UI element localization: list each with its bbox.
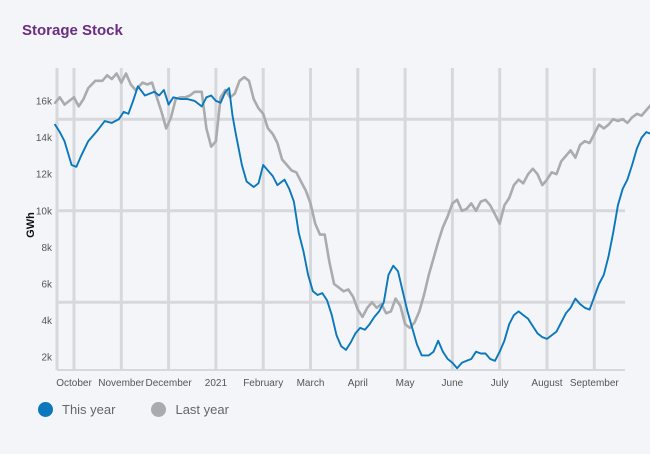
y-tick-label: 4k (41, 316, 53, 327)
legend: This year Last year (38, 402, 265, 417)
y-tick-label: 12k (36, 170, 53, 181)
y-axis-ticks: 2k 4k 6k 8k 10k 12k 14k 16k (36, 96, 53, 363)
series-lines (53, 72, 650, 370)
y-tick-label: 6k (41, 279, 53, 290)
x-tick-label: July (491, 378, 509, 389)
series-line-this-year (54, 85, 650, 370)
y-tick-label: 8k (41, 243, 53, 254)
x-tick-label: October (56, 378, 92, 389)
x-tick-label: June (442, 378, 464, 389)
x-tick-label: December (146, 378, 193, 389)
x-tick-label: September (570, 378, 620, 389)
y-axis-label: GWh (25, 212, 37, 238)
x-tick-label: 2021 (205, 378, 228, 389)
y-tick-label: 16k (36, 96, 53, 107)
legend-swatch-this-year (38, 402, 53, 417)
legend-label-this-year: This year (62, 402, 116, 417)
y-tick-label: 2k (41, 353, 53, 364)
series-line-last-year (53, 72, 650, 330)
y-tick-label: 14k (36, 133, 53, 144)
y-tick-label: 10k (36, 206, 53, 217)
x-tick-label: March (297, 378, 325, 389)
legend-swatch-last-year (151, 402, 167, 417)
x-tick-label: May (396, 378, 415, 389)
x-tick-label: November (98, 378, 145, 389)
legend-item-this-year[interactable]: This year (38, 402, 115, 417)
x-axis-ticks: October November December 2021 February March… (56, 378, 619, 389)
chart-title: Storage Stock (22, 22, 123, 39)
grid-lines (55, 68, 625, 371)
x-tick-label: August (531, 378, 562, 389)
legend-label-last-year: Last year (175, 402, 229, 417)
x-tick-label: April (348, 378, 368, 389)
legend-item-last-year[interactable]: Last year (151, 402, 229, 417)
x-tick-label: February (243, 378, 283, 389)
